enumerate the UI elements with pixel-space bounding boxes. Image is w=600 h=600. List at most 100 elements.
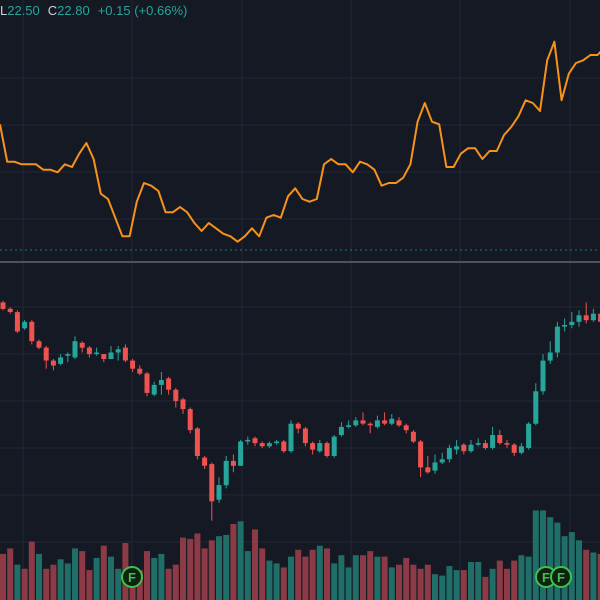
volume-bar — [7, 548, 14, 600]
volume-bar — [583, 549, 590, 600]
candle-body — [482, 443, 488, 448]
volume-bar — [410, 564, 417, 600]
candle-body — [94, 352, 100, 355]
volume-bar — [151, 557, 158, 600]
candle-body — [490, 435, 496, 448]
volume-bar — [64, 563, 71, 600]
candle-body — [533, 391, 539, 424]
event-marker[interactable]: F — [550, 566, 572, 588]
candle-body — [338, 426, 344, 435]
candle-body — [108, 352, 114, 359]
volume-bar — [460, 570, 467, 600]
volume-bar — [309, 549, 316, 600]
candle-body — [418, 441, 424, 468]
volume-bar — [590, 552, 597, 600]
candle-body — [454, 446, 460, 450]
candles[interactable] — [0, 300, 600, 521]
volume-bar — [352, 555, 359, 600]
volume-bar — [468, 562, 474, 600]
candle-body — [317, 443, 323, 452]
volume-bar — [295, 549, 302, 600]
volume-bar — [216, 536, 222, 600]
candle-body — [187, 409, 193, 431]
volume-bar — [504, 568, 510, 600]
event-marker[interactable]: F — [121, 566, 143, 588]
volume-bar — [280, 567, 287, 600]
volume-bar — [316, 545, 323, 600]
candle-body — [302, 428, 308, 444]
volume-bar — [273, 563, 280, 600]
candle-body — [259, 443, 265, 447]
candle-body — [223, 460, 229, 486]
event-marker-label: F — [557, 570, 565, 585]
volume-bar — [518, 555, 525, 600]
line-pane[interactable] — [0, 40, 600, 251]
candle-body — [202, 457, 208, 466]
candle-body — [367, 423, 373, 426]
candle-body — [583, 315, 589, 321]
candle-body — [468, 444, 474, 452]
close-label: C — [47, 3, 58, 18]
volume-bar — [244, 551, 251, 600]
volume-bar — [115, 568, 122, 600]
volume-bar — [57, 559, 64, 600]
volume-bar — [0, 553, 6, 600]
candle-body — [266, 443, 272, 447]
candle-body — [475, 443, 481, 445]
event-marker-circle — [550, 566, 572, 588]
volume-bar — [144, 551, 150, 600]
volume-bar — [187, 538, 194, 600]
volume-bar — [540, 510, 546, 600]
volume-bar — [396, 564, 402, 600]
candle-body — [72, 341, 78, 358]
low-value: 22.50 — [7, 3, 40, 18]
candle-body — [576, 315, 582, 322]
volume-bar — [230, 524, 237, 600]
change-value: +0.15 (+0.66%) — [97, 3, 188, 18]
candle-body — [396, 420, 402, 426]
volume-bar — [374, 556, 381, 600]
volume-bar — [432, 574, 438, 600]
volume-bar — [302, 556, 309, 600]
candle-body — [173, 389, 179, 401]
volume-bar — [568, 532, 575, 600]
volume-bar — [360, 555, 366, 600]
volume-bar — [50, 564, 57, 600]
candle-body — [180, 399, 186, 410]
candle-body — [14, 312, 20, 332]
volume-bar — [165, 568, 172, 600]
candle-body — [274, 441, 280, 444]
close-value: 22.80 — [57, 3, 90, 18]
volume-bar — [72, 548, 78, 600]
candle-body — [310, 443, 316, 450]
candle-body — [295, 423, 301, 429]
volume-bar — [331, 563, 338, 600]
volume-bar — [43, 568, 50, 600]
candle-body — [86, 347, 92, 355]
volume-bar — [223, 534, 230, 600]
volume-bar — [266, 560, 273, 600]
candle-body — [346, 425, 352, 427]
candle-body — [101, 354, 107, 359]
volume-bar — [237, 521, 244, 600]
candle-body — [43, 347, 49, 361]
candle-body — [547, 352, 553, 361]
candle-body — [446, 447, 452, 460]
volume-bar — [446, 566, 453, 600]
candle-body — [526, 423, 532, 448]
volume-bar — [21, 568, 28, 600]
volume-bar — [547, 517, 554, 600]
volume-bar — [28, 541, 35, 600]
candle-body — [562, 325, 568, 327]
volume-bar — [79, 551, 86, 600]
candle-body — [360, 420, 366, 424]
candle-body — [238, 441, 244, 466]
candle-body — [389, 418, 395, 424]
candle-body — [130, 360, 136, 369]
volume-bar — [496, 560, 503, 600]
volume-bar — [180, 537, 186, 600]
